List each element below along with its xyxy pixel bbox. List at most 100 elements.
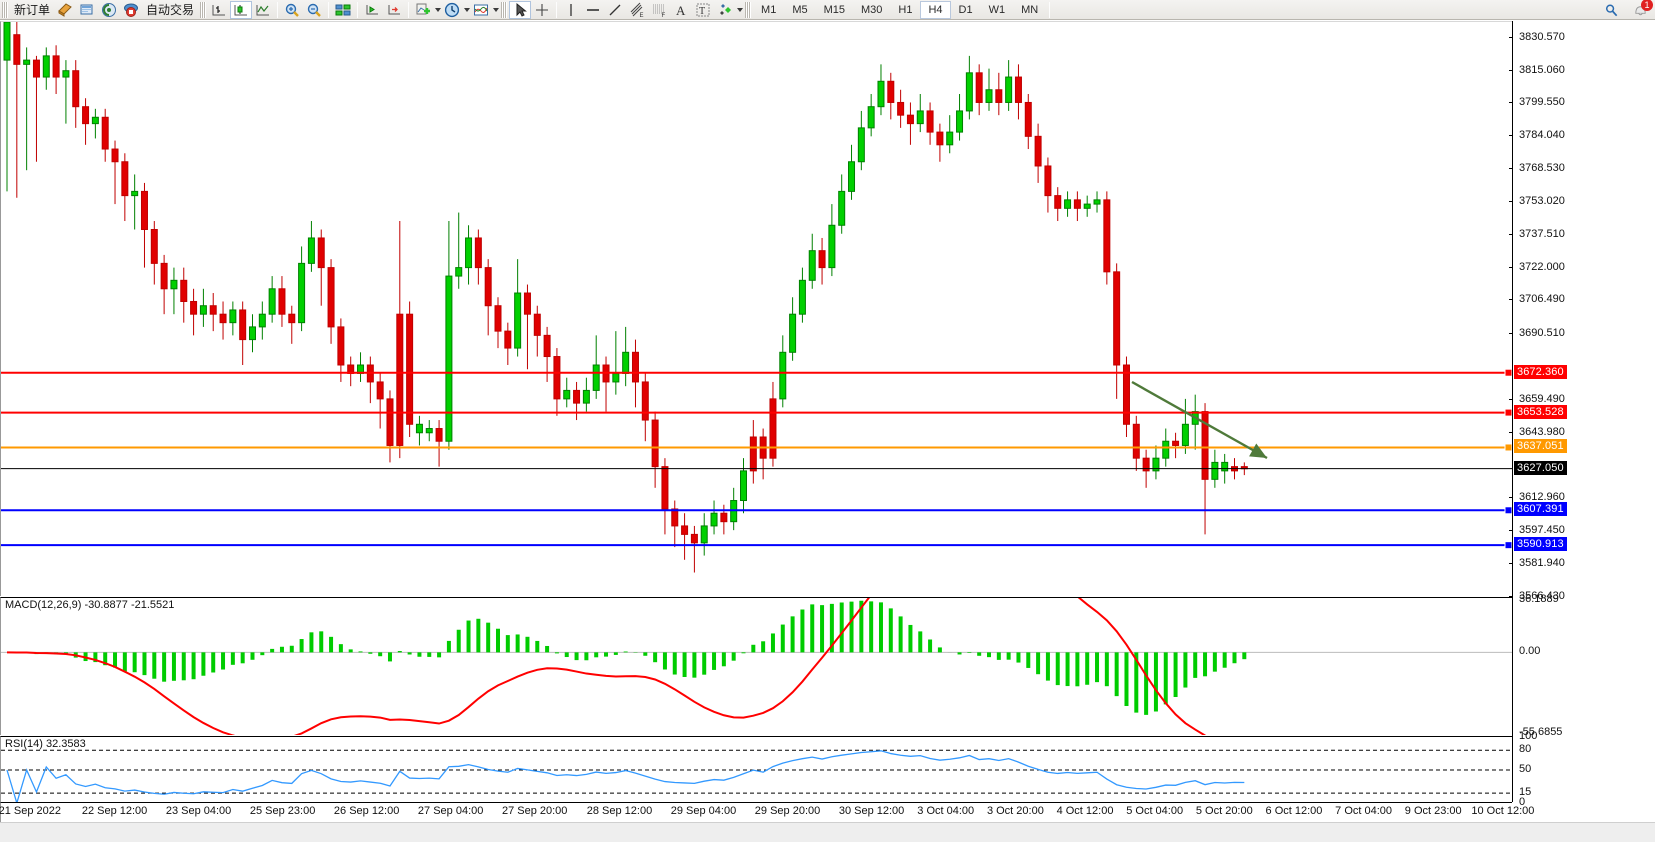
price-overlay-lines [1, 368, 1512, 550]
price-axis-tick [1509, 299, 1513, 301]
price-axis-tick [1509, 200, 1513, 202]
line-chart-icon[interactable] [252, 1, 274, 19]
indicators-dropdown-caret[interactable] [435, 7, 442, 12]
time-axis-tick-label: 22 Sep 12:00 [81, 805, 148, 817]
price-level-badge-resistance[interactable]: 3653.528 [1514, 404, 1567, 419]
candlestick-chart-icon[interactable] [230, 0, 253, 19]
price-axis-tick [1509, 596, 1513, 597]
expert-advisor-icon[interactable] [54, 1, 76, 19]
time-axis-tick-label: 29 Sep 20:00 [754, 805, 821, 817]
timeframe-m5[interactable]: M5 [792, 3, 808, 16]
chart-area: MACD(12,26,9) -30.8877 -21.5521 RSI(14) … [0, 21, 1655, 842]
toolbar-right-icons: 1 [1601, 0, 1653, 19]
price-axis-tick [1509, 431, 1513, 433]
price-axis-tick [1509, 233, 1513, 235]
fibonacci-icon[interactable]: F [648, 1, 670, 19]
trend-arrow-annotation [1131, 380, 1268, 460]
price-axis-tick [1509, 398, 1513, 400]
macd-pane[interactable]: MACD(12,26,9) -30.8877 -21.5521 [0, 597, 1513, 735]
time-axis-tick-label: 4 Oct 12:00 [1056, 805, 1114, 817]
objects-icon[interactable] [714, 1, 736, 19]
chart-shift-icon[interactable] [383, 1, 405, 19]
timeframe-m1[interactable]: M1 [761, 3, 777, 16]
price-pane[interactable] [0, 21, 1513, 596]
zoom-in-icon[interactable] [281, 1, 303, 19]
search-icon[interactable] [1601, 1, 1622, 19]
time-axis[interactable]: 21 Sep 2022 22 Sep 12:00 23 Sep 04:00 25 Se… [0, 802, 1534, 822]
price-axis-tick-label: 3690.510 [1519, 327, 1565, 340]
bar-chart-icon[interactable] [208, 1, 230, 19]
price-level-badge-resistance[interactable]: 3672.360 [1514, 364, 1567, 379]
new-order-button[interactable]: 新订单 [14, 3, 51, 17]
price-axis[interactable]: 3830.570 3815.060 3799.550 3784.040 3768.530… [1509, 21, 1655, 808]
macd-axis-tick-label: 0.00 [1519, 645, 1541, 658]
svg-text:A: A [676, 3, 686, 18]
text-icon[interactable]: A [670, 1, 692, 19]
timeframe-mn[interactable]: MN [1021, 3, 1039, 16]
horizontal-line-icon[interactable] [582, 1, 604, 19]
objects-dropdown-caret[interactable] [737, 7, 744, 12]
price-level-badge-last-price[interactable]: 3627.050 [1514, 460, 1567, 475]
price-axis-tick-label: 3722.000 [1519, 260, 1565, 273]
toolbar-separator-3 [357, 1, 359, 18]
toolbar-grip-4[interactable] [745, 1, 752, 18]
timeframe-h4[interactable]: H4 [920, 0, 951, 19]
price-axis-tick [1509, 168, 1513, 170]
toolbar-grip[interactable] [2, 1, 8, 18]
time-axis-tick-label: 10 Oct 12:00 [1471, 805, 1535, 817]
auto-trading-button[interactable]: 自动交易 [146, 3, 195, 17]
data-window-icon[interactable] [76, 1, 98, 19]
toolbar-separator-5 [556, 1, 558, 18]
price-candles [3, 22, 1248, 573]
timeframe-m15[interactable]: M15 [823, 3, 845, 16]
price-level-badge-support[interactable]: 3590.913 [1514, 537, 1567, 552]
time-axis-tick-label: 23 Sep 04:00 [165, 805, 232, 817]
rsi-label: RSI(14) 32.3583 [5, 738, 86, 750]
rsi-pane[interactable]: RSI(14) 32.3583 [0, 736, 1513, 802]
periods-icon[interactable] [441, 1, 463, 19]
toolbar-grip-2[interactable] [200, 1, 207, 18]
price-level-badge-pivot[interactable]: 3637.051 [1514, 439, 1567, 454]
text-label-icon[interactable]: T [692, 1, 714, 19]
templates-icon[interactable] [470, 1, 492, 19]
timeframe-w1[interactable]: W1 [988, 3, 1006, 16]
time-axis-tick-label: 3 Oct 20:00 [986, 805, 1044, 817]
notification-bell-icon[interactable]: 1 [1630, 0, 1653, 19]
tile-windows-icon[interactable] [332, 1, 354, 19]
vertical-line-icon[interactable] [560, 1, 582, 19]
time-axis-tick-label: 3 Oct 04:00 [917, 805, 975, 817]
notification-badge-count: 1 [1641, 0, 1653, 11]
price-axis-tick [1509, 563, 1513, 565]
crosshair-icon[interactable] [531, 1, 553, 19]
price-axis-tick-label: 3753.020 [1519, 194, 1565, 207]
price-level-badge-support[interactable]: 3607.391 [1514, 502, 1567, 517]
auto-trading-icon[interactable] [120, 1, 142, 19]
price-axis-tick-label: 3581.940 [1519, 557, 1565, 570]
cursor-icon[interactable] [509, 0, 532, 19]
price-axis-tick [1509, 530, 1513, 532]
macd-plot [1, 598, 1512, 735]
zoom-out-icon[interactable] [303, 1, 325, 19]
svg-text:F: F [662, 13, 666, 18]
timeframe-h1[interactable]: H1 [898, 3, 913, 16]
toolbar-grip-3[interactable] [501, 1, 508, 18]
toolbar-separator-2 [328, 1, 330, 18]
timeframe-m30[interactable]: M30 [861, 3, 883, 16]
rsi-axis-tick-label: 15 [1519, 786, 1532, 799]
signals-icon[interactable] [98, 1, 120, 19]
toolbar-separator-6 [1049, 1, 1051, 18]
price-axis-tick [1509, 333, 1513, 335]
auto-scroll-icon[interactable] [361, 1, 383, 19]
trendline-icon[interactable] [604, 1, 626, 19]
indicators-icon[interactable] [412, 1, 434, 19]
price-axis-tick-label: 3815.060 [1519, 63, 1565, 76]
price-axis-tick-label: 3659.490 [1519, 392, 1565, 405]
price-axis-tick-label: 3768.530 [1519, 162, 1565, 175]
time-axis-tick-label: 5 Oct 04:00 [1126, 805, 1184, 817]
timeframe-d1[interactable]: D1 [958, 3, 973, 16]
templates-dropdown-caret[interactable] [493, 7, 500, 12]
equidistant-channel-icon[interactable]: E [626, 1, 648, 19]
periods-dropdown-caret[interactable] [464, 7, 471, 12]
rsi-axis-tick-label: 80 [1519, 743, 1532, 756]
rsi-axis-tick-label: 0 [1519, 796, 1526, 808]
